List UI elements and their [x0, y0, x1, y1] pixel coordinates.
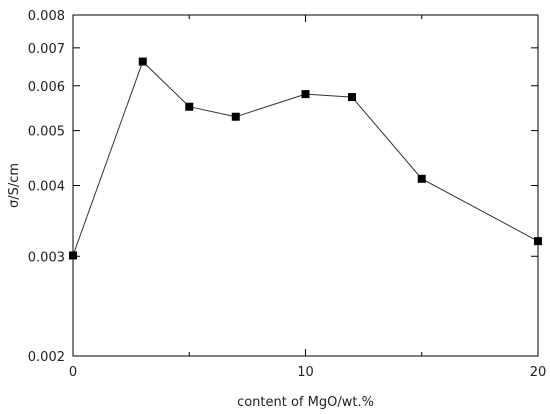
x-tick-label: 0	[69, 365, 77, 380]
data-point	[185, 102, 194, 111]
data-point	[69, 251, 77, 260]
y-tick-label: 0.005	[28, 125, 65, 140]
data-point	[534, 237, 542, 246]
y-tick-label: 0.006	[28, 80, 65, 95]
x-tick-label: 20	[530, 365, 547, 380]
y-tick-label: 0.002	[28, 350, 65, 365]
data-point	[138, 57, 147, 66]
x-tick-label: 10	[297, 365, 314, 380]
y-axis-title: σ/S/cm	[7, 163, 22, 208]
x-axis: 0 10 20	[69, 15, 546, 380]
data-point	[348, 93, 356, 102]
y-tick-label: 0.004	[28, 180, 65, 195]
plot-frame	[72, 14, 539, 357]
y-tick-label: 0.008	[28, 9, 65, 24]
y-axis: 0.002 0.003 0.004 0.005 0.006 0.007 0.008	[28, 9, 538, 365]
series	[69, 57, 542, 260]
data-point	[301, 90, 310, 99]
y-tick-label: 0.003	[28, 250, 65, 265]
y-tick-label: 0.007	[28, 42, 65, 57]
plot-border	[72, 14, 539, 357]
x-axis-title: content of MgO/wt.%	[237, 395, 374, 410]
data-point	[417, 174, 426, 183]
series-line	[72, 60, 539, 256]
data-point	[231, 112, 240, 121]
